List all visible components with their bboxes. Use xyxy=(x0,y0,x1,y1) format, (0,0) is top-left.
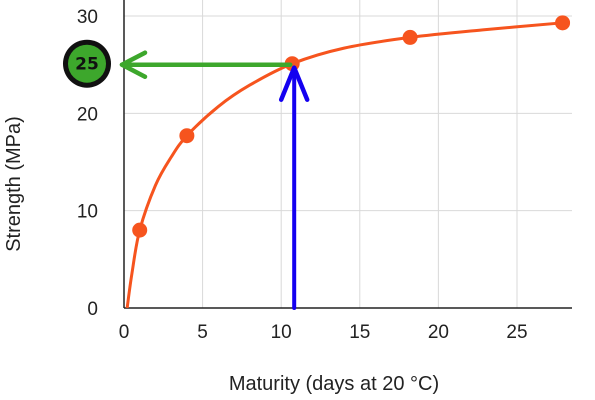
data-points xyxy=(132,15,571,238)
data-point xyxy=(179,128,195,144)
value-badge xyxy=(68,44,106,83)
y-tick-label: 0 xyxy=(87,299,98,320)
x-tick-label: 20 xyxy=(428,322,449,343)
x-tick-label: 25 xyxy=(506,322,527,343)
y-tick-label: 10 xyxy=(77,202,98,223)
left-arrow-head xyxy=(119,50,148,79)
grid-lines xyxy=(124,0,572,308)
axes xyxy=(123,0,572,309)
data-point xyxy=(555,15,571,31)
data-point xyxy=(132,222,148,238)
x-tick-label: 0 xyxy=(119,322,130,343)
y-tick-label: 30 xyxy=(77,7,98,28)
y-tick-label: 20 xyxy=(77,104,98,125)
x-tick-label: 10 xyxy=(271,322,292,343)
x-axis-title: Maturity (days at 20 °C) xyxy=(229,373,439,395)
annotations: 25 xyxy=(63,39,310,310)
data-point xyxy=(402,29,418,45)
x-tick-label: 5 xyxy=(197,322,208,343)
x-tick-label: 15 xyxy=(349,322,370,343)
tick-labels: 0 5 10 15 20 25 0 10 20 30 xyxy=(77,7,528,343)
value-badge-label: 25 xyxy=(75,55,99,75)
y-axis-title: Strength (MPa) xyxy=(3,116,25,252)
up-arrow-head xyxy=(278,65,310,102)
